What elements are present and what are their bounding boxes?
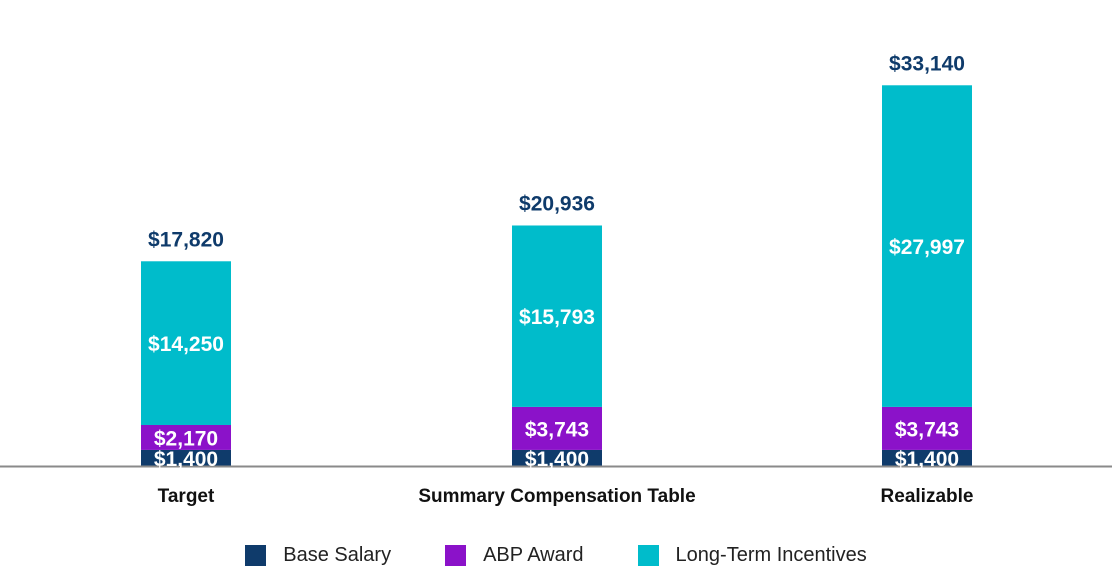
data-label-summary-compensation-table-abp-award: $3,743 [525, 418, 589, 441]
bar-segment-summary-compensation-table-base-salary [512, 449, 602, 466]
legend-swatch-long-term-incentives [637, 544, 659, 566]
bar-segment-summary-compensation-table-long-term-incentives [512, 225, 602, 407]
legend-swatch-base-salary [245, 544, 267, 566]
legend-item-long-term-incentives: Long-Term Incentives [637, 543, 867, 567]
total-label-target: $17,820 [148, 228, 224, 251]
total-label-realizable: $33,140 [889, 52, 965, 75]
bar-segment-realizable-long-term-incentives [882, 85, 972, 407]
bars-layer [141, 85, 972, 466]
total-label-summary-compensation-table: $20,936 [519, 192, 595, 215]
legend-item-base-salary: Base Salary [245, 544, 391, 567]
legend-label-abp-award: ABP Award [483, 543, 584, 566]
legend-item-abp-award: ABP Award [445, 543, 584, 567]
legend-label-long-term-incentives: Long-Term Incentives [675, 543, 867, 566]
category-label-target: Target [158, 486, 215, 507]
bar-segment-target-long-term-incentives [141, 261, 231, 425]
labels-layer: $1,400$2,170$14,250$17,820Target$1,400$3… [148, 52, 973, 507]
bar-segment-summary-compensation-table-abp-award [512, 406, 602, 450]
legend: Base Salary ABP Award Long-Term Incentives [0, 541, 1112, 569]
data-label-summary-compensation-table-base-salary: $1,400 [525, 448, 589, 471]
data-label-target-base-salary: $1,400 [154, 448, 218, 471]
data-label-target-abp-award: $2,170 [154, 427, 218, 450]
bar-segment-target-abp-award [141, 424, 231, 450]
category-label-summary-compensation-table: Summary Compensation Table [418, 486, 695, 507]
data-label-realizable-long-term-incentives: $27,997 [889, 236, 965, 259]
bar-segment-realizable-abp-award [882, 406, 972, 450]
data-label-realizable-base-salary: $1,400 [895, 448, 959, 471]
legend-swatch-abp-award [445, 544, 467, 566]
bar-segment-target-base-salary [141, 449, 231, 466]
legend-label-base-salary: Base Salary [283, 543, 392, 566]
category-label-realizable: Realizable [881, 486, 974, 507]
data-label-target-long-term-incentives: $14,250 [148, 333, 224, 356]
data-label-realizable-abp-award: $3,743 [895, 418, 959, 441]
bar-segment-realizable-base-salary [882, 449, 972, 466]
data-label-summary-compensation-table-long-term-incentives: $15,793 [519, 306, 595, 329]
